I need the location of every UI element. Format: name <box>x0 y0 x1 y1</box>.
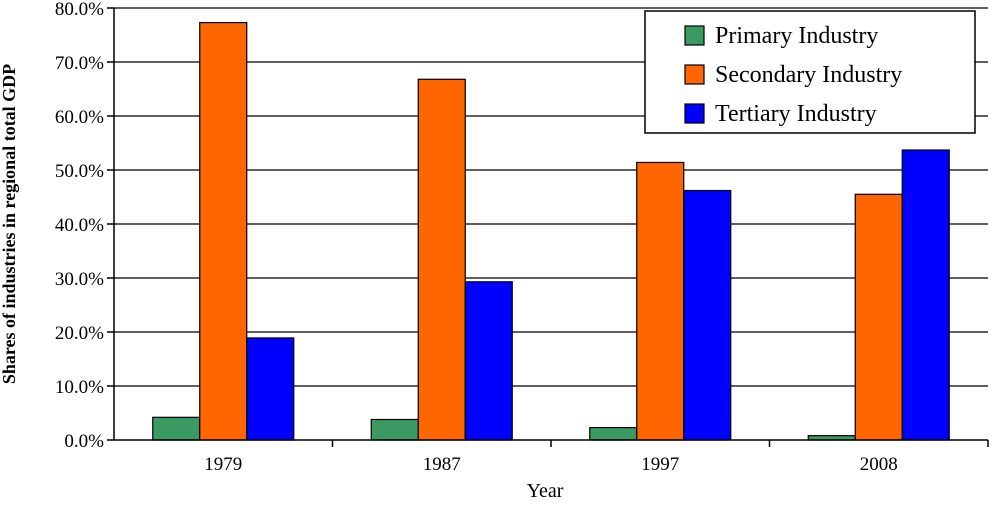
y-tick-labels: 0.0% 10.0% 20.0% 30.0% 40.0% 50.0% 60.0% 70.0% 8… <box>55 0 114 452</box>
bar-secondary-industry-1987 <box>417 78 466 441</box>
x-category-label: 1987 <box>423 454 461 475</box>
legend-label: Primary Industry <box>715 23 878 49</box>
bar-secondary-industry-2008 <box>854 193 903 441</box>
y-tick-label: 70.0% <box>55 53 104 74</box>
y-tick-label: 20.0% <box>55 323 104 344</box>
bar-tertiary-industry-1987 <box>464 281 513 441</box>
y-tick-label: 40.0% <box>55 215 104 236</box>
y-tick-label: 30.0% <box>55 269 104 290</box>
legend-label: Secondary Industry <box>715 62 902 88</box>
legend-swatch <box>684 103 705 124</box>
x-category-labels: 1979 1987 1997 2008 <box>204 440 989 475</box>
legend-label: Tertiary Industry <box>715 101 877 127</box>
y-tick-label: 60.0% <box>55 107 104 128</box>
legend-items: Primary Industry Secondary Industry Tertia… <box>684 23 902 127</box>
bars <box>152 21 950 441</box>
legend: Primary Industry Secondary Industry Tertia… <box>644 10 976 134</box>
x-axis-title: Year <box>527 480 564 501</box>
bar-primary-industry-1979 <box>152 416 201 441</box>
bar-tertiary-industry-1979 <box>246 337 295 441</box>
bar-primary-industry-1997 <box>589 426 638 441</box>
bar-primary-industry-1987 <box>370 418 419 441</box>
x-category-label: 2008 <box>860 454 898 475</box>
bar-secondary-industry-1979 <box>199 21 248 441</box>
y-tick-label: 10.0% <box>55 377 104 398</box>
x-category-label: 1979 <box>204 454 242 475</box>
x-category-label: 1997 <box>641 454 679 475</box>
y-tick-label: 50.0% <box>55 161 104 182</box>
bar-tertiary-industry-1997 <box>683 189 732 441</box>
legend-swatch <box>684 25 705 46</box>
gridlines <box>114 7 988 387</box>
legend-swatch <box>684 64 705 85</box>
y-tick-label: 80.0% <box>55 0 104 20</box>
bar-secondary-industry-1997 <box>636 161 685 441</box>
bar-tertiary-industry-2008 <box>901 149 950 441</box>
y-tick-label: 0.0% <box>64 431 104 452</box>
y-axis-title: Shares of industries in regional total G… <box>0 64 19 384</box>
